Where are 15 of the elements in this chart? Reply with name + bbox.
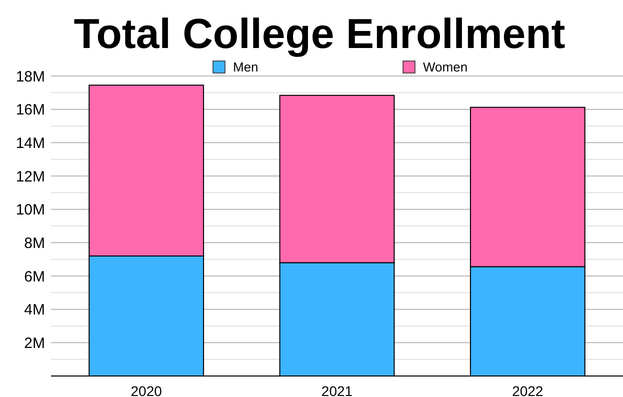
y-tick-label: 14M <box>16 134 45 152</box>
y-tick-label: 16M <box>16 102 45 119</box>
chart-title: Total College Enrollment <box>74 10 566 57</box>
y-tick-label: 6M <box>24 268 45 286</box>
y-tick-label: 2M <box>24 334 45 352</box>
y-tick-label: 12M <box>16 168 45 186</box>
y-tick-label: 18M <box>16 68 45 86</box>
x-tick-label: 2020 <box>130 383 162 397</box>
y-tick-label: 8M <box>24 234 45 252</box>
y-tick-label: 4M <box>24 302 45 319</box>
x-tick-label: 2022 <box>512 383 544 397</box>
y-tick-label: 10M <box>16 202 45 219</box>
legend-label: Men <box>233 60 258 75</box>
legend-label: Women <box>423 60 468 75</box>
x-tick-label: 2021 <box>321 383 353 397</box>
